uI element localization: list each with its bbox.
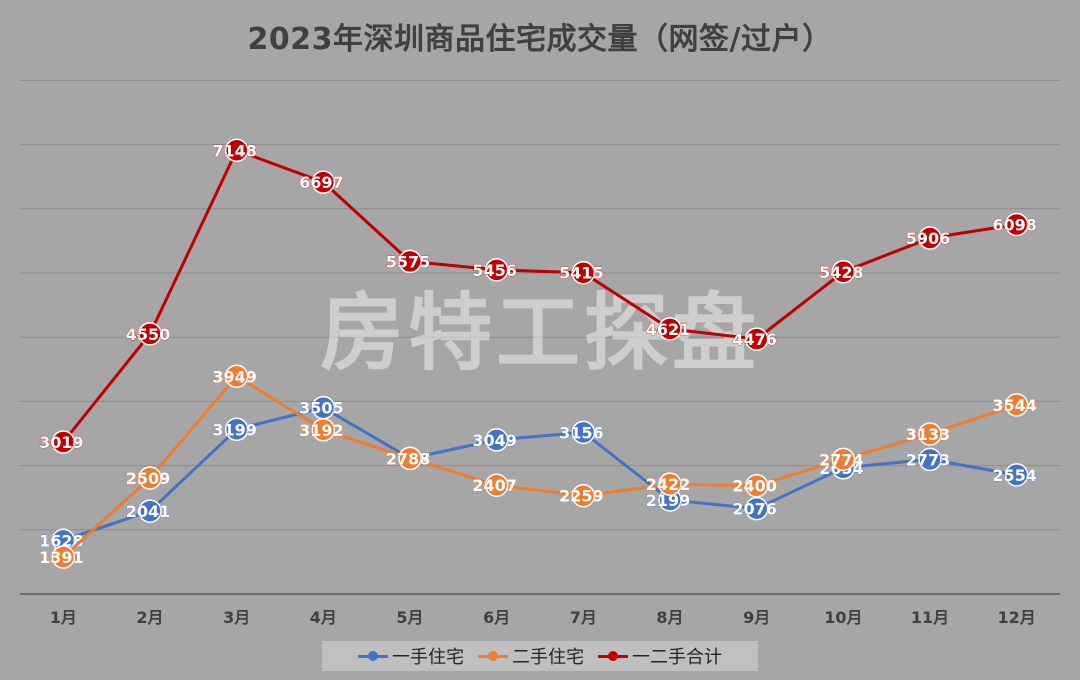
data-label: 5575 — [386, 252, 431, 271]
data-label: 2509 — [126, 469, 171, 488]
data-point — [831, 260, 856, 284]
x-tick-label: 12月 — [998, 608, 1036, 627]
data-label: 2773 — [906, 450, 951, 469]
data-point — [311, 170, 336, 194]
data-label: 3544 — [992, 396, 1037, 415]
data-label: 5906 — [906, 229, 951, 248]
data-point — [571, 260, 596, 285]
data-point — [571, 420, 596, 445]
data-label: 2199 — [646, 491, 691, 510]
series-line — [62, 148, 1017, 443]
data-point — [398, 249, 422, 274]
x-tick-label: 9月 — [743, 608, 770, 627]
data-label: 3156 — [559, 423, 604, 442]
gridlines — [20, 79, 1060, 595]
data-point — [311, 418, 336, 442]
data-label: 2076 — [732, 500, 777, 519]
x-tick-label: 2月 — [136, 608, 163, 627]
watermark-text: 房特工探盘 — [320, 284, 760, 382]
data-label: 1628 — [39, 531, 84, 550]
legend-swatch — [478, 649, 508, 663]
data-label: 4621 — [646, 320, 691, 339]
data-label: 3199 — [212, 420, 257, 439]
x-tick-label: 11月 — [911, 608, 949, 627]
data-point — [224, 417, 249, 442]
data-point — [51, 430, 76, 454]
data-label: 3192 — [299, 421, 344, 440]
data-label: 2554 — [992, 466, 1037, 485]
chart-legend: 一手住宅 二手住宅 一二手合计 — [322, 641, 758, 671]
data-point — [484, 258, 509, 282]
data-label: 3019 — [39, 433, 84, 452]
legend-swatch — [358, 649, 388, 663]
data-point — [744, 327, 769, 351]
series-line — [62, 374, 1018, 559]
data-point — [744, 496, 769, 521]
data-label: 6098 — [992, 215, 1037, 234]
data-point — [51, 545, 76, 569]
data-label: 3505 — [299, 399, 344, 418]
legend-item: 二手住宅 — [478, 643, 584, 669]
data-point — [1004, 212, 1029, 237]
series-1: 1628204131993505278730493156219920762654… — [39, 395, 1037, 553]
series-3: 3019 4550 7148 6697 5575 5456 5415 4621 4476 5428… — [39, 138, 1037, 454]
legend-item: 一二手合计 — [598, 643, 722, 669]
data-label: 3133 — [906, 425, 951, 444]
x-tick-label: 4月 — [310, 608, 337, 627]
x-tick-label: 10月 — [824, 608, 862, 627]
line-chart: 房特工探盘 1月 2月 3月 4月 5月 6月 7月 8月 9月 10月 11月 12月 1628 2041… — [20, 79, 1060, 627]
data-point — [571, 483, 596, 508]
data-label: 2041 — [126, 502, 171, 521]
data-label: 2788 — [386, 449, 431, 468]
data-label: 6697 — [299, 173, 344, 192]
data-point — [138, 322, 162, 346]
data-point — [658, 472, 682, 496]
data-label: 1391 — [39, 548, 84, 567]
x-tick-label: 3月 — [223, 608, 250, 627]
series-2: 1391 2509 3949 3192 2788 2407 2259 2422 2400 2774… — [39, 364, 1037, 569]
data-point — [744, 473, 769, 498]
data-label: 2259 — [559, 487, 604, 506]
data-label: 3949 — [212, 367, 257, 386]
data-label: 5428 — [819, 263, 864, 282]
legend-label: 二手住宅 — [512, 647, 584, 668]
data-point — [138, 466, 162, 490]
chart-title: 2023年深圳商品住宅成交量（网签/过户） — [247, 22, 833, 57]
x-tick-label: 7月 — [570, 608, 597, 627]
data-label: 3049 — [472, 431, 517, 450]
data-label: 2407 — [472, 476, 517, 495]
x-tick-label: 5月 — [396, 608, 423, 627]
legend-item: 一手住宅 — [358, 643, 464, 669]
x-tick-label: 8月 — [656, 608, 683, 627]
data-label: 2774 — [819, 450, 864, 469]
data-point — [1004, 463, 1029, 487]
data-point — [224, 364, 249, 389]
data-point — [918, 422, 942, 446]
data-point — [658, 317, 682, 341]
legend-label: 一二手合计 — [632, 647, 722, 668]
data-point — [918, 447, 942, 472]
x-tick-label: 6月 — [483, 608, 510, 627]
data-label: 7148 — [212, 141, 257, 160]
legend-label: 一手住宅 — [392, 647, 464, 668]
data-point — [918, 226, 942, 250]
data-point — [1004, 393, 1029, 417]
data-label: 4476 — [732, 330, 777, 349]
series-line — [62, 406, 1017, 542]
data-label: 5456 — [472, 261, 517, 280]
data-label: 2400 — [732, 477, 777, 496]
legend-swatch — [598, 649, 628, 663]
x-tick-label: 1月 — [50, 608, 77, 627]
data-point — [484, 473, 509, 497]
data-label: 2422 — [646, 475, 691, 494]
data-point — [831, 447, 856, 472]
data-point — [138, 499, 162, 523]
data-point — [398, 446, 422, 471]
data-label: 4550 — [126, 325, 171, 344]
data-point — [484, 428, 509, 452]
data-label: 5415 — [559, 264, 604, 283]
data-point — [224, 138, 249, 163]
